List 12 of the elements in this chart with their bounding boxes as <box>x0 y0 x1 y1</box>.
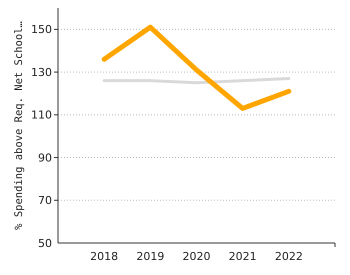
y-tick-label: 130 <box>31 66 52 79</box>
y-tick-label: 90 <box>38 151 52 164</box>
y-tick-label: 150 <box>31 23 52 36</box>
x-tick-label: 2020 <box>182 250 210 263</box>
x-tick-label: 2018 <box>90 250 118 263</box>
y-tick-label: 110 <box>31 108 52 122</box>
x-tick-label: 2019 <box>136 250 164 263</box>
x-tick-label: 2022 <box>274 250 303 263</box>
x-tick-label: 2021 <box>228 250 257 263</box>
y-tick-label: 50 <box>38 236 52 250</box>
y-tick-label: 70 <box>38 194 52 208</box>
y-axis-title: % Spending above Req. Net School… <box>13 21 25 230</box>
